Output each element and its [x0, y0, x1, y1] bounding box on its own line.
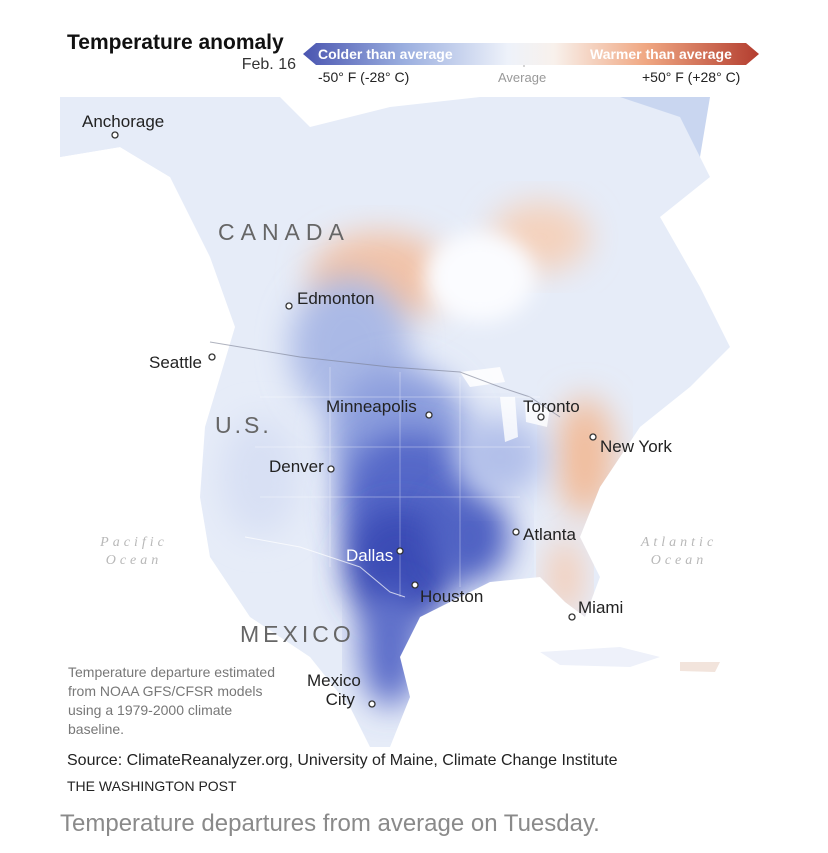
- legend-cold-label: Colder than average: [318, 46, 453, 62]
- city-label-denver: Denver: [269, 457, 324, 476]
- source-line: Source: ClimateReanalyzer.org, Universit…: [67, 752, 618, 769]
- city-label-edmonton: Edmonton: [297, 289, 375, 308]
- city-dot-edmonton: [285, 302, 293, 310]
- country-label-canada: CANADA: [218, 219, 350, 245]
- country-label-us: U.S.: [215, 412, 272, 438]
- anomaly-map[interactable]: [60, 97, 770, 747]
- city-label-dallas: Dallas: [346, 546, 394, 565]
- city-dot-anchorage: [111, 131, 119, 139]
- city-label-houston: Houston: [420, 587, 484, 606]
- city-dot-toronto: [537, 413, 545, 421]
- city-dot-minneapolis: [425, 411, 433, 419]
- city-dot-denver: [327, 465, 335, 473]
- ocean-label-atlantic: Atlantic Ocean: [640, 535, 718, 568]
- city-label-mexico-city: Mexico City: [307, 671, 361, 709]
- city-label-miami: Miami: [578, 598, 624, 617]
- city-label-anchorage: Anchorage: [82, 112, 165, 131]
- figure-caption: Temperature departures from average on T…: [60, 810, 600, 837]
- city-label-toronto: Toronto: [523, 397, 580, 416]
- city-label-atlanta: Atlanta: [523, 525, 576, 544]
- city-dot-houston: [411, 581, 419, 589]
- city-dot-miami: [568, 613, 576, 621]
- legend-color-bar: [303, 43, 759, 67]
- legend-warm-label: Warmer than average: [590, 46, 732, 62]
- city-dot-mexico-city: [368, 700, 376, 708]
- city-dot-atlanta: [512, 528, 520, 536]
- legend-max-label: +50° F (+28° C): [642, 69, 741, 85]
- city-label-new-york: New York: [600, 437, 672, 456]
- city-label-seattle: Seattle: [149, 353, 202, 372]
- city-dot-dallas: [396, 547, 404, 555]
- city-dot-new-york: [589, 433, 597, 441]
- map-title: Temperature anomaly: [67, 31, 284, 54]
- legend-mid-label: Average: [498, 70, 547, 85]
- map-date: Feb. 16: [241, 56, 296, 73]
- city-dot-seattle: [208, 353, 216, 361]
- ocean-label-pacific: Pacific Ocean: [100, 535, 168, 568]
- methodology-note: Temperature departure estimated from NOA…: [68, 664, 275, 737]
- legend-min-label: -50° F (-28° C): [318, 69, 410, 85]
- city-label-minneapolis: Minneapolis: [326, 397, 417, 416]
- country-label-mexico: MEXICO: [240, 621, 355, 647]
- publisher-credit: THE WASHINGTON POST: [67, 778, 237, 794]
